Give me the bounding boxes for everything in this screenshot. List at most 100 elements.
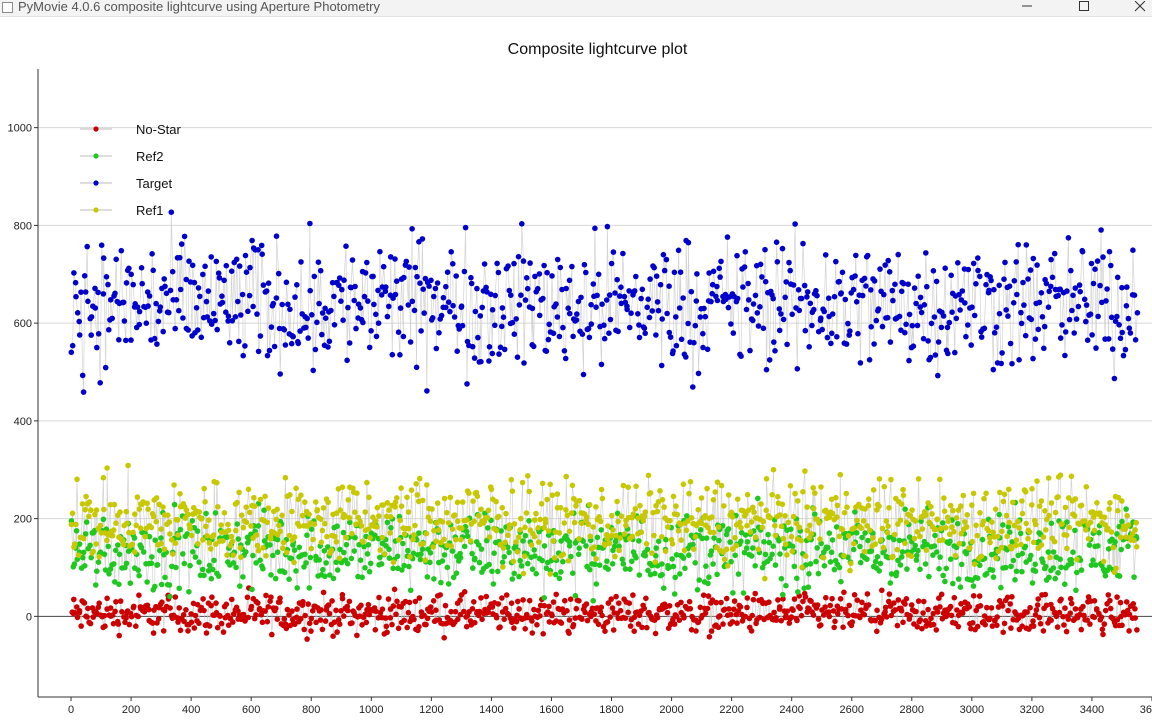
data-point (404, 624, 411, 631)
data-point (799, 564, 805, 571)
data-point (73, 528, 80, 534)
data-point (1095, 543, 1101, 549)
data-point (100, 474, 107, 481)
data-point (963, 550, 970, 557)
data-point (206, 540, 213, 546)
data-point (186, 258, 192, 264)
data-point (914, 529, 921, 535)
data-point (494, 260, 500, 267)
data-point (215, 504, 221, 510)
data-point (406, 599, 413, 606)
data-point (386, 555, 393, 561)
plot-area[interactable]: Composite lightcurve plot 0 200 400 600 800 1… (0, 17, 1152, 720)
data-point (225, 521, 231, 528)
data-point (102, 364, 109, 371)
window-titlebar: PyMovie 4.0.6 composite lightcurve using… (0, 0, 1152, 17)
maximize-button[interactable] (1062, 0, 1108, 16)
data-point (641, 605, 647, 612)
data-point (1051, 250, 1058, 257)
data-point (651, 532, 657, 539)
data-point (993, 324, 1000, 331)
data-point (563, 473, 569, 480)
data-point (986, 287, 992, 294)
data-point (479, 616, 485, 623)
data-point (1001, 491, 1008, 498)
data-point (78, 289, 84, 296)
data-point (459, 525, 465, 532)
data-point (708, 298, 714, 305)
data-point (307, 287, 314, 294)
data-point (391, 586, 398, 593)
data-point (281, 616, 288, 622)
data-point (259, 619, 266, 626)
data-point (857, 614, 863, 621)
data-point (230, 611, 237, 617)
data-point (1087, 621, 1093, 627)
data-point (214, 326, 220, 333)
data-point (912, 542, 918, 549)
data-point (219, 293, 225, 300)
x-tick-label: 1600 (539, 704, 563, 716)
data-point (90, 548, 96, 555)
data-point (614, 276, 620, 283)
data-point (900, 280, 907, 287)
data-point (554, 314, 561, 320)
data-point (645, 296, 651, 303)
data-point (143, 320, 150, 327)
data-point (384, 629, 390, 636)
data-point (383, 623, 390, 630)
data-point (1119, 498, 1125, 504)
data-point (812, 490, 818, 496)
data-point (386, 507, 392, 513)
data-point (1111, 375, 1118, 382)
data-point (107, 501, 114, 508)
data-point (1029, 502, 1035, 508)
data-point (411, 616, 417, 623)
data-point (1043, 527, 1049, 533)
data-point (940, 572, 946, 579)
data-point (940, 313, 947, 319)
data-point (842, 296, 849, 303)
data-point (546, 619, 553, 625)
data-point (1114, 313, 1120, 320)
data-point (978, 334, 985, 340)
data-point (561, 520, 568, 526)
data-point (657, 488, 663, 494)
close-button[interactable] (1118, 0, 1152, 16)
data-point (79, 372, 86, 379)
data-point (76, 332, 83, 338)
data-point (438, 312, 445, 319)
data-point (847, 328, 853, 334)
data-point (597, 518, 604, 525)
data-point (585, 521, 591, 527)
data-point (237, 583, 243, 589)
data-point (556, 333, 563, 340)
data-point (941, 508, 948, 514)
data-point (785, 519, 792, 526)
data-point (463, 528, 470, 535)
x-tick-label: 3600 (1140, 704, 1152, 716)
data-point (1050, 549, 1057, 555)
data-point (1108, 529, 1115, 535)
data-point (802, 553, 809, 559)
data-point (518, 515, 524, 522)
data-point (407, 554, 413, 560)
data-point (900, 486, 906, 493)
legend-label: Ref2 (136, 149, 163, 164)
data-point (804, 289, 811, 295)
data-point (937, 604, 943, 610)
data-point (876, 476, 883, 482)
data-point (217, 613, 223, 619)
minimize-button[interactable] (1005, 0, 1051, 16)
data-point (658, 362, 665, 369)
data-point (792, 221, 798, 227)
data-point (379, 534, 386, 541)
data-point (273, 605, 279, 612)
data-point (805, 584, 812, 590)
data-point (452, 608, 459, 615)
data-point (539, 480, 546, 487)
data-point (239, 291, 246, 298)
data-point (987, 535, 993, 541)
data-point (238, 512, 245, 518)
